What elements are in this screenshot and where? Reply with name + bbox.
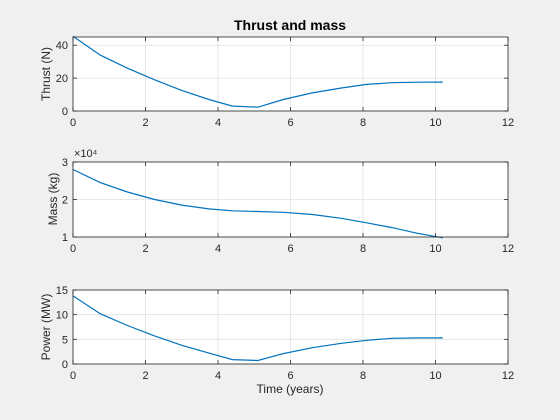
power-axes: Power (MW) Time (years) 0 2 4 6 8 10 12 0 5 10 15	[39, 285, 514, 396]
thrust-xtick-label: 10	[429, 117, 441, 129]
thrust-axes: Thrust (N) 0 2 4 6 8 10 12 0 20 40	[39, 35, 514, 129]
mass-xtick-label: 12	[502, 243, 514, 255]
power-xtick-label: 10	[429, 370, 441, 382]
mass-exponent-label: ×10⁴	[74, 148, 98, 160]
thrust-xtick-label: 0	[70, 117, 76, 129]
mass-ytick-label: 3	[62, 157, 68, 169]
power-xtick-label: 0	[70, 370, 76, 382]
mass-xtick-label: 4	[215, 243, 221, 255]
power-xtick-label: 4	[215, 370, 221, 382]
power-ytick-label: 15	[56, 285, 68, 297]
mass-series-line-0	[72, 168, 443, 239]
thrust-xtick-label: 8	[360, 117, 366, 129]
mass-ylabel: Mass (kg)	[46, 173, 60, 226]
power-series-line-0	[72, 295, 443, 362]
power-xtick-label: 6	[287, 370, 293, 382]
thrust-xtick-label: 4	[215, 117, 221, 129]
thrust-series-line-0	[72, 35, 443, 108]
power-ytick-label: 10	[56, 310, 68, 322]
mass-xtick-label: 2	[142, 243, 148, 255]
thrust-ytick-label: 20	[56, 73, 68, 85]
mass-xtick-label: 0	[70, 243, 76, 255]
thrust-ytick-label: 0	[62, 106, 68, 118]
mass-xtick-label: 6	[287, 243, 293, 255]
figure-title: Thrust and mass	[234, 17, 346, 33]
thrust-xtick-label: 6	[287, 117, 293, 129]
thrust-ytick-label: 40	[56, 40, 68, 52]
mass-ytick-label: 1	[62, 232, 68, 244]
mass-ytick-label: 2	[62, 195, 68, 207]
power-ytick-label: 5	[62, 334, 68, 346]
power-ytick-label: 0	[62, 359, 68, 371]
thrust-ylabel: Thrust (N)	[39, 47, 53, 101]
mass-xtick-label: 10	[429, 243, 441, 255]
power-ylabel: Power (MW)	[39, 294, 53, 361]
thrust-xtick-label: 2	[142, 117, 148, 129]
thrust-xtick-label: 12	[502, 117, 514, 129]
mass-xtick-label: 8	[360, 243, 366, 255]
time-xlabel: Time (years)	[257, 382, 324, 396]
power-xtick-label: 2	[142, 370, 148, 382]
power-xtick-label: 12	[502, 370, 514, 382]
power-xtick-label: 8	[360, 370, 366, 382]
